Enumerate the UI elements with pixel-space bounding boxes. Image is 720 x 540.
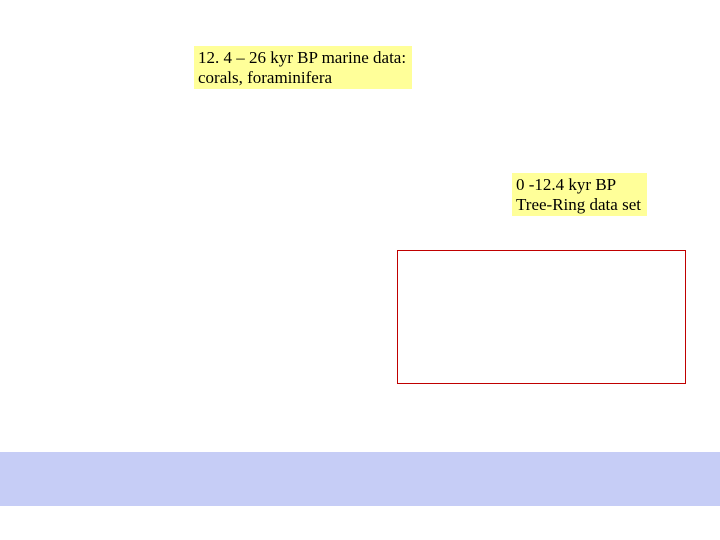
marine-data-label: 12. 4 – 26 kyr BP marine data: corals, f… (194, 46, 412, 89)
marine-line2: corals, foraminifera (198, 68, 332, 87)
tree-ring-label: 0 -12.4 kyr BP Tree-Ring data set (512, 173, 647, 216)
highlight-box (397, 250, 686, 384)
treering-line1: 0 -12.4 kyr BP (516, 175, 616, 194)
footer-band (0, 452, 720, 506)
marine-line1: 12. 4 – 26 kyr BP marine data: (198, 48, 406, 67)
treering-line2: Tree-Ring data set (516, 195, 641, 214)
